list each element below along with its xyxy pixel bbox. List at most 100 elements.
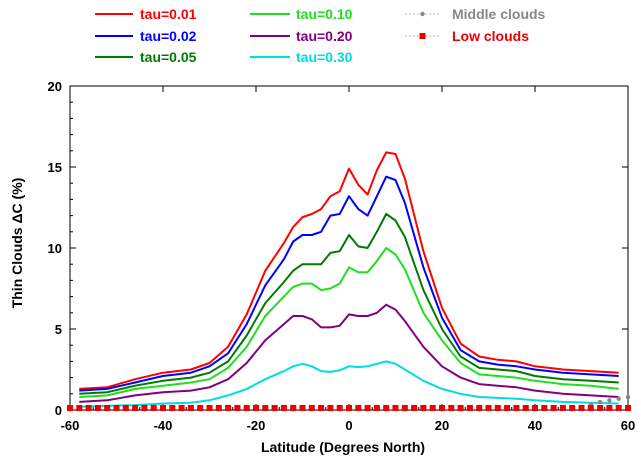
point-low-clouds bbox=[420, 405, 427, 411]
point-low-clouds bbox=[122, 405, 129, 411]
x-tick-label: 0 bbox=[345, 418, 352, 433]
point-low-clouds bbox=[76, 405, 83, 411]
legend-label: Low clouds bbox=[452, 28, 529, 44]
legend-label: tau=0.02 bbox=[140, 28, 197, 44]
legend-item-tau-0-02: tau=0.02 bbox=[95, 28, 197, 44]
point-low-clouds bbox=[457, 405, 464, 411]
series-line-tau-0-05 bbox=[79, 213, 619, 395]
point-middle-clouds bbox=[616, 396, 621, 401]
point-low-clouds bbox=[308, 405, 315, 411]
point-low-clouds bbox=[476, 405, 483, 411]
point-low-clouds bbox=[104, 405, 111, 411]
legend-label: Middle clouds bbox=[452, 6, 546, 22]
point-low-clouds bbox=[318, 405, 325, 411]
point-low-clouds bbox=[429, 405, 436, 411]
y-tick-label: 20 bbox=[48, 79, 62, 94]
series-line-tau-0-02 bbox=[79, 175, 619, 392]
legend-swatch-marker bbox=[419, 33, 426, 39]
point-low-clouds bbox=[439, 405, 445, 411]
point-low-clouds bbox=[215, 405, 222, 411]
point-low-clouds bbox=[299, 405, 306, 411]
point-low-clouds bbox=[225, 405, 232, 411]
point-low-clouds bbox=[187, 405, 194, 411]
y-tick-label: 5 bbox=[55, 322, 62, 337]
legend-label: tau=0.10 bbox=[296, 6, 353, 22]
x-axis-label: Latitude (Degrees North) bbox=[261, 439, 425, 455]
point-low-clouds bbox=[85, 405, 92, 411]
y-axis-label: Thin Clouds ΔC (%) bbox=[9, 178, 25, 309]
point-low-clouds bbox=[587, 405, 594, 411]
x-tick-label: -40 bbox=[154, 418, 173, 433]
point-low-clouds bbox=[522, 405, 529, 411]
y-axis: 0 5 10 15 20 bbox=[48, 79, 628, 418]
legend-label: tau=0.30 bbox=[296, 49, 353, 65]
point-low-clouds bbox=[383, 405, 390, 411]
x-tick-label: 40 bbox=[528, 418, 542, 433]
y-tick-label: 10 bbox=[48, 241, 62, 256]
point-low-clouds bbox=[532, 405, 538, 411]
point-low-clouds bbox=[466, 405, 473, 411]
point-low-clouds bbox=[67, 405, 73, 411]
point-low-clouds bbox=[346, 405, 352, 411]
point-low-clouds bbox=[411, 405, 418, 411]
point-low-clouds bbox=[578, 405, 585, 411]
point-low-clouds bbox=[364, 405, 371, 411]
legend-label: tau=0.01 bbox=[140, 6, 197, 22]
point-low-clouds bbox=[355, 405, 362, 411]
point-low-clouds bbox=[336, 405, 343, 411]
legend-label: tau=0.05 bbox=[140, 49, 197, 65]
series-line-tau-0-10 bbox=[79, 247, 619, 398]
point-low-clouds bbox=[559, 405, 566, 411]
legend-item-tau-0-10: tau=0.10 bbox=[250, 6, 353, 22]
point-low-clouds bbox=[327, 405, 334, 411]
y-tick-label: 15 bbox=[48, 160, 62, 175]
legend-item-middle-clouds: Middle clouds bbox=[405, 6, 546, 22]
point-low-clouds bbox=[141, 405, 148, 411]
point-low-clouds bbox=[494, 405, 501, 411]
point-low-clouds bbox=[625, 405, 631, 411]
point-low-clouds bbox=[597, 405, 604, 411]
point-low-clouds bbox=[280, 405, 287, 411]
point-low-clouds bbox=[290, 405, 297, 411]
x-axis: -60 -40 -20 0 20 40 60 bbox=[61, 86, 635, 433]
point-low-clouds bbox=[150, 405, 157, 411]
point-low-clouds bbox=[169, 405, 176, 411]
y-tick-label: 0 bbox=[55, 403, 62, 418]
point-low-clouds bbox=[253, 405, 259, 411]
legend-item-tau-0-05: tau=0.05 bbox=[95, 49, 197, 65]
point-low-clouds bbox=[401, 405, 408, 411]
point-low-clouds bbox=[243, 405, 250, 411]
legend: tau=0.01 tau=0.02 tau=0.05 tau=0.10 tau=0.20… bbox=[95, 6, 546, 65]
legend-item-tau-0-30: tau=0.30 bbox=[250, 49, 353, 65]
legend-label: tau=0.20 bbox=[296, 28, 353, 44]
point-low-clouds bbox=[160, 405, 166, 411]
legend-item-low-clouds: Low clouds bbox=[405, 28, 529, 44]
point-low-clouds bbox=[550, 405, 557, 411]
plot-frame bbox=[69, 85, 629, 411]
point-low-clouds bbox=[485, 405, 492, 411]
point-low-clouds bbox=[132, 405, 139, 411]
point-low-clouds bbox=[197, 405, 204, 411]
series-low-clouds bbox=[67, 405, 631, 411]
point-low-clouds bbox=[206, 405, 213, 411]
point-low-clouds bbox=[113, 405, 120, 411]
x-tick-label: -60 bbox=[61, 418, 80, 433]
series-line-tau-0-30 bbox=[79, 360, 619, 408]
legend-swatch-marker bbox=[420, 11, 425, 17]
point-middle-clouds bbox=[607, 398, 612, 403]
series-layer bbox=[67, 151, 631, 412]
legend-item-tau-0-20: tau=0.20 bbox=[250, 28, 353, 44]
point-low-clouds bbox=[392, 405, 399, 411]
point-low-clouds bbox=[178, 405, 185, 411]
point-low-clouds bbox=[504, 405, 511, 411]
x-tick-label: 60 bbox=[621, 418, 635, 433]
point-low-clouds bbox=[615, 405, 622, 411]
point-low-clouds bbox=[234, 405, 241, 411]
series-line-tau-0-20 bbox=[79, 303, 619, 403]
point-low-clouds bbox=[606, 405, 613, 411]
point-middle-clouds bbox=[597, 399, 603, 405]
point-low-clouds bbox=[271, 405, 278, 411]
x-tick-label: -20 bbox=[247, 418, 266, 433]
point-middle-clouds bbox=[625, 394, 631, 400]
